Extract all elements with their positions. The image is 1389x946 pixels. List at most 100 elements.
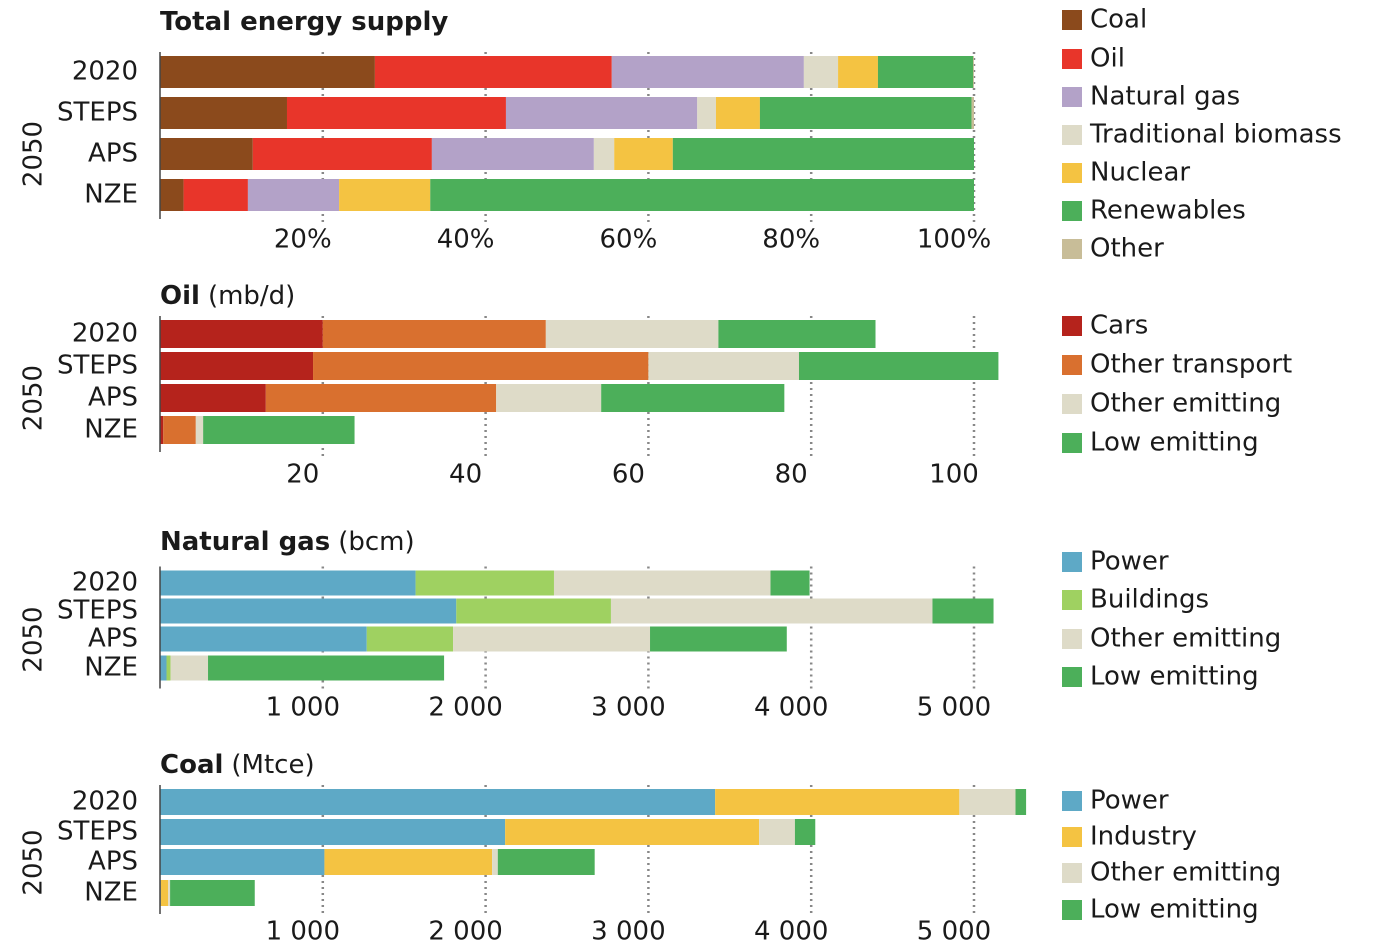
bar-segment [160,352,314,380]
bar-segment [322,320,546,348]
bar-segment [794,819,816,845]
legend-swatch [1062,316,1082,336]
x-tick-label: 80% [762,225,820,255]
bar-segment [160,819,506,845]
bar-segment [170,880,255,906]
bar-segment [545,320,719,348]
bar-segment [718,320,876,348]
bar-segment [497,849,595,875]
bar-segment [286,97,506,129]
bar-segment [160,416,164,444]
bar-segment [650,626,787,652]
x-tick-label: 3 000 [591,693,665,723]
bar-segment [252,138,432,170]
category-label: STEPS [57,351,138,381]
x-tick-label: 20% [274,225,332,255]
title-unit: (Mtce) [231,750,314,780]
bar-segment [959,789,1016,815]
legend-label: Power [1090,547,1169,577]
x-tick-label: 40 [449,460,482,490]
bar-segment [611,56,804,88]
category-label: NZE [84,415,138,445]
legend-label: Nuclear [1090,158,1190,188]
bar-segment [166,655,171,681]
category-label: 2020 [72,787,138,817]
legend-label: Buildings [1090,585,1209,615]
bar-segment [601,384,785,412]
bar-segment [838,56,878,88]
legend-swatch [1062,433,1082,453]
category-label: STEPS [57,596,138,626]
bar-segment [203,416,355,444]
category-label: NZE [84,180,138,210]
legend-swatch [1062,863,1082,883]
bar-segment [456,598,611,624]
bar-segment [160,384,266,412]
category-label: NZE [84,653,138,683]
legend-swatch [1062,87,1082,107]
bar-segment [1015,789,1027,815]
bar-segment [614,138,673,170]
chart-title: Total energy supply [160,7,448,37]
bar-segment [803,56,839,88]
bar-segment [247,179,340,211]
legend-swatch [1062,239,1082,259]
title-main: Natural gas [160,527,330,557]
chart-title: Coal (Mtce) [160,750,315,780]
x-tick-label: 60% [600,225,658,255]
legend-label: Power [1090,786,1169,816]
x-tick-label: 5 000 [917,693,991,723]
bar-segment [160,320,323,348]
bar-segment [160,789,716,815]
legend-label: Other emitting [1090,858,1281,888]
bar-segment [160,179,184,211]
x-tick-label: 20 [286,460,319,490]
x-tick-label: 2 000 [428,917,502,946]
legend-swatch [1062,394,1082,414]
legend-label: Low emitting [1090,428,1259,458]
legend-swatch [1062,629,1082,649]
x-tick-label: 3 000 [591,917,665,946]
bar-segment [453,626,651,652]
bar-segment [313,352,649,380]
bar-segment [971,97,974,129]
bar-segment [553,570,771,596]
x-tick-label: 2 000 [428,693,502,723]
x-tick-label: 80 [775,460,808,490]
legend-swatch [1062,667,1082,687]
category-label: APS [88,139,138,169]
legend-label: Industry [1090,822,1197,852]
bar-segment [160,598,457,624]
x-tick-label: 100 [929,460,979,490]
bar-segment [324,849,493,875]
bar-segment [160,56,375,88]
chart-title: Oil (mb/d) [160,281,295,311]
title-main: Coal [160,750,223,780]
bar-segment [163,416,196,444]
group-label: 2050 [19,829,49,895]
group-label: 2050 [19,606,49,672]
category-label: 2020 [72,568,138,598]
category-label: STEPS [57,817,138,847]
bar-segment [183,179,248,211]
bar-segment [160,849,325,875]
bar-segment [877,56,974,88]
bar-segment [798,352,999,380]
legend-label: Low emitting [1090,895,1259,925]
x-tick-label: 4 000 [754,693,828,723]
title-unit: (mb/d) [208,281,295,311]
legend-label: Coal [1090,5,1147,35]
bar-segment [496,384,602,412]
legend-label: Cars [1090,311,1148,341]
bar-segment [648,352,799,380]
bar-segment [759,97,972,129]
bar-segment [430,179,974,211]
legend-label: Oil [1090,44,1125,74]
legend-label: Renewables [1090,196,1246,226]
bar-segment [697,97,716,129]
bar-segment [415,570,554,596]
legend-swatch [1062,163,1082,183]
category-label: 2020 [72,319,138,349]
legend-swatch [1062,201,1082,221]
